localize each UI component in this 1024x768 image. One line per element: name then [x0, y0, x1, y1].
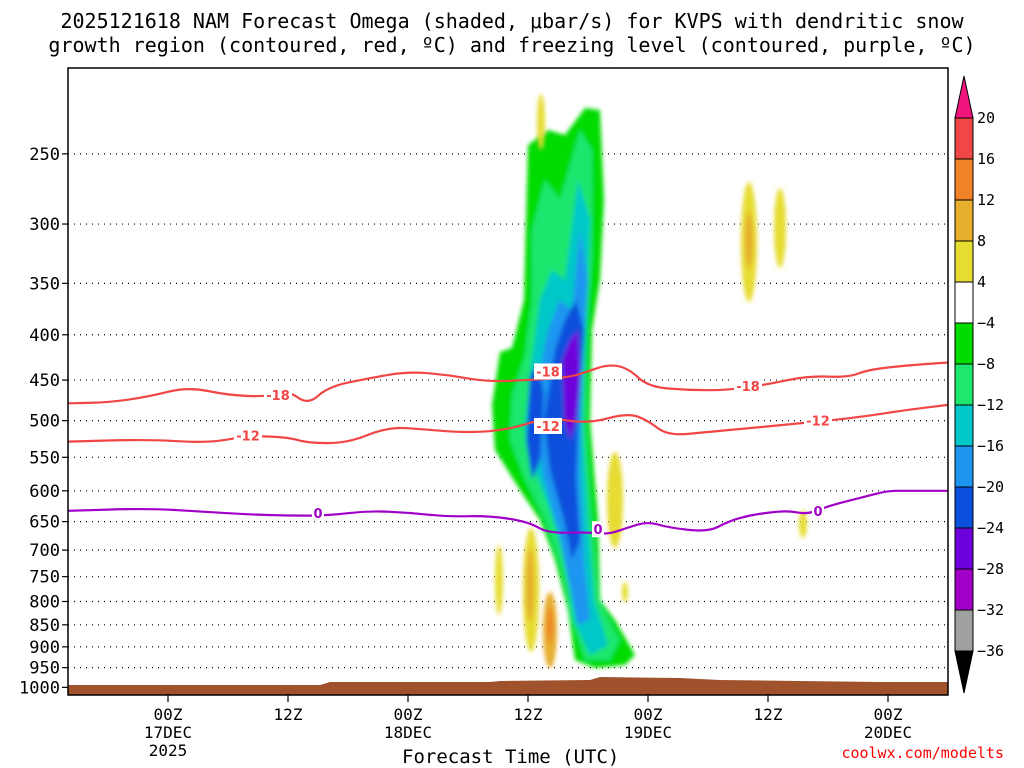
colorbar-segment-4: [954, 240, 974, 283]
colorbar-segment-12: [954, 568, 974, 611]
x-tick-label-4-1: 19DEC: [624, 723, 672, 742]
x-tick-label-5-0: 12Z: [754, 705, 783, 724]
x-tick-label-6-0: 00Z: [874, 705, 903, 724]
colorbar-segment-3: [954, 199, 974, 242]
x-tick-label-0-1: 17DEC: [144, 723, 192, 742]
contour-label--18-2: -18: [736, 380, 760, 395]
omega-blob-upper-right-2: [774, 188, 786, 268]
y-tick-label-400: 400: [29, 326, 60, 346]
x-tick-label-4-0: 00Z: [634, 705, 663, 724]
colorbar-segment-13: [954, 609, 974, 652]
chart-title-line-1: 2025121618 NAM Forecast Omega (shaded, μ…: [60, 9, 964, 33]
contour-label-bg-0-1: [592, 521, 604, 538]
omega-blob-small: [622, 582, 628, 602]
contour-label-bg--18-2: [734, 378, 762, 395]
y-tick-label-250: 250: [29, 145, 60, 165]
colorbar-segment-11: [954, 527, 974, 570]
omega-blob-low-1: [495, 545, 503, 615]
y-tick-label-550: 550: [29, 448, 60, 468]
omega-blob-upper-right-1-core: [745, 212, 753, 268]
colorbar-label-4: 4: [977, 273, 986, 291]
omega-shade-purple: [562, 330, 580, 440]
y-tick-label-500: 500: [29, 412, 60, 432]
omega-blob-mid: [607, 452, 623, 548]
y-tick-label-750: 750: [29, 568, 60, 588]
contour-label--12-0: -12: [236, 430, 260, 445]
x-tick-label-3-0: 12Z: [514, 705, 543, 724]
colorbar-segment-9: [954, 445, 974, 488]
colorbar-label-5: −4: [977, 314, 995, 332]
y-tick-label-700: 700: [29, 541, 60, 561]
x-tick-label-1-0: 12Z: [274, 705, 303, 724]
contour-label--18-0: -18: [266, 389, 290, 404]
colorbar-label-12: −32: [977, 601, 1004, 619]
y-tick-label-1000: 1000: [19, 678, 60, 698]
x-tick-label-0-2: 2025: [149, 741, 188, 760]
colorbar-label-6: −8: [977, 355, 995, 373]
y-tick-label-600: 600: [29, 482, 60, 502]
y-axis: 2503003504004505005506006507007508008509…: [19, 145, 68, 698]
y-tick-label-350: 350: [29, 274, 60, 294]
colorbar-label-11: −28: [977, 560, 1004, 578]
y-tick-label-900: 900: [29, 638, 60, 658]
credit-text: coolwx.com/modelts: [841, 744, 1004, 762]
contour-label--12-1: -12: [536, 420, 560, 435]
contour-0: [67, 489, 948, 535]
colorbar-cap-bottom: [954, 650, 974, 694]
colorbar-label-8: −16: [977, 437, 1004, 455]
colorbar-segment-2: [954, 158, 974, 201]
y-tick-label-650: 650: [29, 513, 60, 533]
omega-blob-upper-left: [537, 94, 545, 150]
colorbar-segment-7: [954, 363, 974, 406]
chart-title-line-2: growth region (contoured, red, ºC) and f…: [48, 33, 976, 57]
contour-label-bg--12-0: [234, 427, 262, 444]
colorbar-label-3: 8: [977, 232, 986, 250]
x-tick-label-2-0: 00Z: [394, 705, 423, 724]
colorbar-segment-8: [954, 404, 974, 447]
contour-label-0-1: 0: [593, 523, 602, 538]
x-tick-label-6-1: 20DEC: [864, 723, 912, 742]
colorbar-label-0: 20: [977, 109, 995, 127]
contour-label--12-2: -12: [806, 415, 830, 430]
plot-frame: [67, 67, 949, 696]
y-tick-label-300: 300: [29, 215, 60, 235]
x-axis-title: Forecast Time (UTC): [402, 746, 620, 768]
contour-lines: -18 -18 -18 -12 -12 -12 0 0 0: [67, 361, 950, 538]
y-tick-label-950: 950: [29, 659, 60, 679]
contour-label-bg--12-2: [804, 412, 832, 429]
colorbar-segment-10: [954, 486, 974, 529]
colorbar-segment-5: [954, 281, 974, 324]
colorbar-cap-top: [954, 75, 974, 119]
omega-positive-shading: [495, 94, 807, 668]
omega-blob-low-2-core: [526, 549, 534, 621]
colorbar-label-2: 12: [977, 191, 995, 209]
contour-label--18-1: -18: [536, 365, 560, 380]
omega-blob-far-right: [799, 510, 807, 538]
x-tick-label-2-1: 18DEC: [384, 723, 432, 742]
contour-label-bg--18-0: [264, 387, 292, 404]
colorbar-label-10: −24: [977, 519, 1004, 537]
contour-label-bg-0-2: [812, 502, 824, 519]
x-tick-label-0-0: 00Z: [154, 705, 183, 724]
colorbar-label-9: −20: [977, 478, 1004, 496]
contour-label-0-2: 0: [813, 505, 822, 520]
contour-label-bg--12-1: [534, 417, 562, 434]
contour-label-bg-0-0: [312, 505, 324, 522]
contour--18: [67, 361, 950, 405]
ground-surface: [68, 677, 948, 695]
y-tick-label-850: 850: [29, 616, 60, 636]
colorbar-segment-6: [954, 322, 974, 365]
colorbar-label-1: 16: [977, 150, 995, 168]
contour-label-0-0: 0: [313, 507, 322, 522]
colorbar-label-7: −12: [977, 396, 1004, 414]
contour-label-bg--18-1: [534, 363, 562, 380]
y-tick-label-450: 450: [29, 371, 60, 391]
y-tick-label-800: 800: [29, 593, 60, 613]
colorbar-segment-1: [954, 117, 974, 160]
colorbar-label-13: −36: [977, 642, 1004, 660]
omega-colorbar: 20 16 12 8 4 −4 −8 −12 −16 −20 −24 −28 −32 −36: [954, 75, 1004, 694]
omega-blob-low-3-core: [547, 607, 553, 643]
